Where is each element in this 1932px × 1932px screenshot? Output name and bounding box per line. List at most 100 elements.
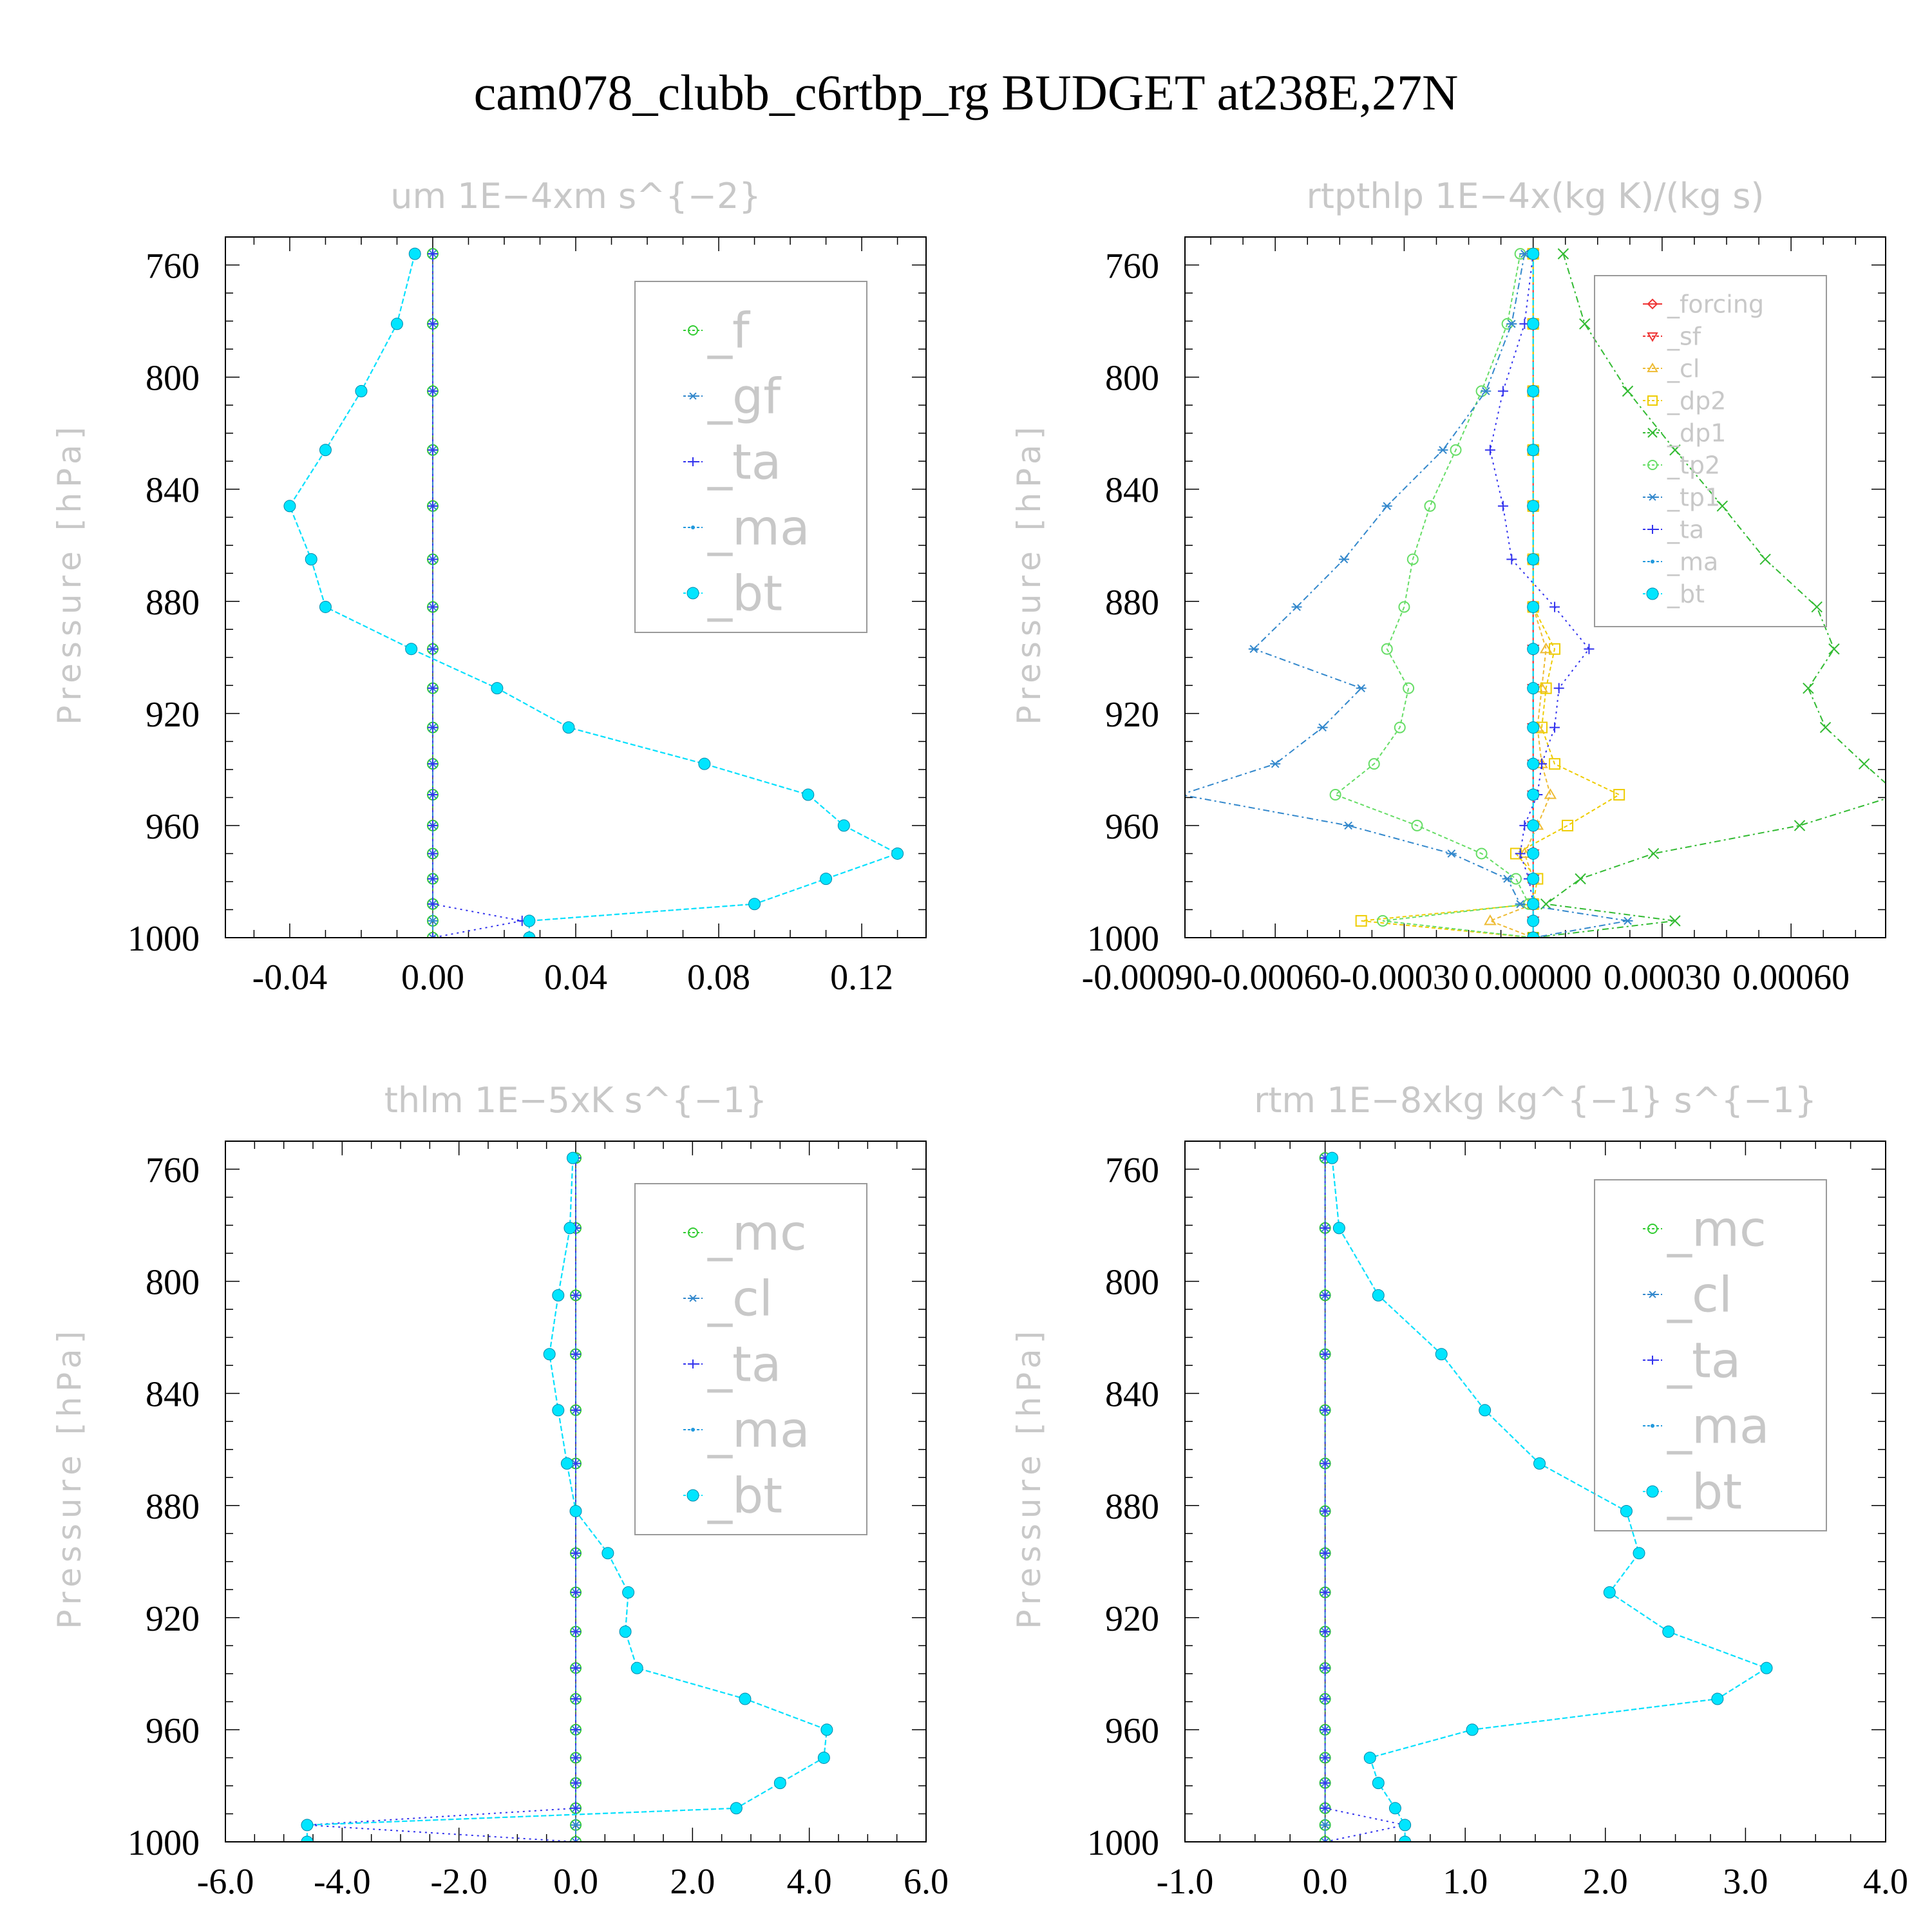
y-tick-label: 1000 xyxy=(1087,919,1159,959)
data-point-tp2 xyxy=(1475,848,1488,860)
data-point-bt xyxy=(405,643,418,656)
data-point-dp1 xyxy=(1893,790,1904,800)
x-tick-label: 0.04 xyxy=(544,958,607,998)
panel-title: thlm 1E−5xK s^{−1} xyxy=(384,1080,767,1121)
data-point-ta xyxy=(427,790,438,800)
x-tick-label: -4.0 xyxy=(314,1862,371,1902)
y-axis-label: Pressure [hPa] xyxy=(1010,422,1048,725)
x-tick-label: 0.00 xyxy=(401,958,464,998)
data-point-bt xyxy=(1399,1835,1412,1842)
data-point-cl xyxy=(571,1837,581,1842)
data-point-ta xyxy=(1320,1663,1331,1674)
legend: _mc _cl _ta _ma _bt xyxy=(1594,1179,1827,1531)
data-point-dp2 xyxy=(1613,789,1625,801)
data-point-tp1 xyxy=(1248,645,1259,654)
legend-label: _ta xyxy=(707,1336,781,1393)
data-point-bt xyxy=(564,1222,576,1235)
data-point-ta xyxy=(427,554,438,565)
data-point-bt xyxy=(305,553,317,565)
data-point-ta xyxy=(427,722,438,733)
data-point-dp1 xyxy=(1557,248,1569,260)
data-point-bt xyxy=(301,1835,314,1842)
data-point-dp1 xyxy=(1647,848,1660,860)
legend-box xyxy=(634,1183,867,1535)
legend-label: _ma xyxy=(707,499,810,556)
data-point-dp1 xyxy=(1828,643,1840,655)
data-point-ta xyxy=(1497,386,1508,397)
data-point-tp2 xyxy=(1411,819,1423,831)
data-point-ta xyxy=(1320,1752,1331,1763)
data-point-tp2 xyxy=(1406,553,1419,565)
legend-marker xyxy=(688,325,698,336)
data-point-bt xyxy=(1527,444,1540,457)
data-point-ta xyxy=(571,1548,581,1558)
data-point-bt xyxy=(301,1819,314,1832)
data-point-tp2 xyxy=(1368,758,1380,770)
data-point-ta xyxy=(1320,1724,1331,1735)
data-point-bt xyxy=(283,500,296,513)
data-point-ta xyxy=(427,898,438,909)
y-tick-label: 880 xyxy=(1105,583,1159,623)
y-tick-label: 880 xyxy=(1105,1487,1159,1527)
legend-marker xyxy=(1646,1485,1659,1498)
x-tick-label: 1.0 xyxy=(1443,1862,1488,1902)
data-point-bt xyxy=(1372,1777,1385,1790)
data-point-ta xyxy=(427,500,438,511)
data-point-ta xyxy=(571,1587,581,1598)
chart-panel-4: rtm 1E−8xkg kg^{−1} s^{−1} Pressure [hPa]… xyxy=(1010,1080,1908,1902)
data-point-ta xyxy=(571,1290,581,1301)
x-tick-label: -0.04 xyxy=(252,958,328,998)
y-tick-label: 960 xyxy=(146,1711,200,1751)
data-point-bt xyxy=(408,247,421,260)
y-tick-label: 920 xyxy=(146,695,200,735)
data-point-tp1 xyxy=(1481,387,1492,395)
data-point-tp1 xyxy=(1515,900,1526,909)
data-point-dp2 xyxy=(1540,682,1552,694)
data-point-bt xyxy=(566,1151,579,1164)
x-tick-label: -0.00060 xyxy=(1211,958,1340,998)
data-point-ta xyxy=(1515,848,1526,859)
data-point-tp2 xyxy=(1329,789,1341,801)
legend-label: _mc xyxy=(1667,1200,1766,1258)
legend-label: _ma xyxy=(1667,1397,1770,1455)
legend-label: _bt xyxy=(1667,1463,1742,1520)
legend-label: _dp1 xyxy=(1667,419,1726,447)
data-point-ta xyxy=(1320,1222,1331,1233)
y-axis-label: Pressure [hPa] xyxy=(51,422,88,725)
data-point-bt xyxy=(802,788,815,801)
data-point-bt xyxy=(1479,1404,1492,1417)
data-point-bt xyxy=(543,1348,556,1361)
data-point-tp2 xyxy=(1381,643,1393,655)
legend-marker xyxy=(687,1489,699,1502)
x-tick-label: 0.0 xyxy=(1303,1862,1348,1902)
data-point-ta xyxy=(1549,722,1560,733)
x-tick-label: -2.0 xyxy=(430,1862,488,1902)
data-point-bt xyxy=(1527,847,1540,860)
data-point-ta xyxy=(1320,1290,1331,1301)
data-point-ta xyxy=(1320,1405,1331,1416)
legend-marker xyxy=(1647,428,1658,438)
data-point-tp2 xyxy=(1424,500,1436,512)
x-tick-label: 6.0 xyxy=(904,1862,949,1902)
axis-ticks xyxy=(1185,236,1886,938)
data-point-ta xyxy=(1320,1587,1331,1598)
legend-label: _ma xyxy=(707,1401,810,1459)
data-point-bt xyxy=(355,384,368,397)
main-title: cam078_clubb_c6rtbp_rg BUDGET at238E,27N xyxy=(474,64,1459,120)
series-group xyxy=(283,247,904,938)
data-point-tp1 xyxy=(1185,794,1186,796)
legend-box xyxy=(1594,275,1827,627)
legend-label: _bt xyxy=(707,1467,782,1524)
data-point-dp1 xyxy=(1575,873,1586,885)
data-point-bt xyxy=(1603,1586,1616,1599)
data-point-tp1 xyxy=(1381,502,1392,511)
legend-box xyxy=(634,281,867,633)
data-point-ta xyxy=(1320,1548,1331,1558)
data-point-ta xyxy=(427,643,438,654)
data-point-ta xyxy=(571,1752,581,1763)
data-point-bt xyxy=(1466,1723,1479,1736)
data-point-ta xyxy=(571,1724,581,1735)
y-tick-label: 920 xyxy=(146,1599,200,1639)
data-point-cl xyxy=(1320,1821,1331,1830)
data-point-cl xyxy=(1320,1837,1331,1842)
